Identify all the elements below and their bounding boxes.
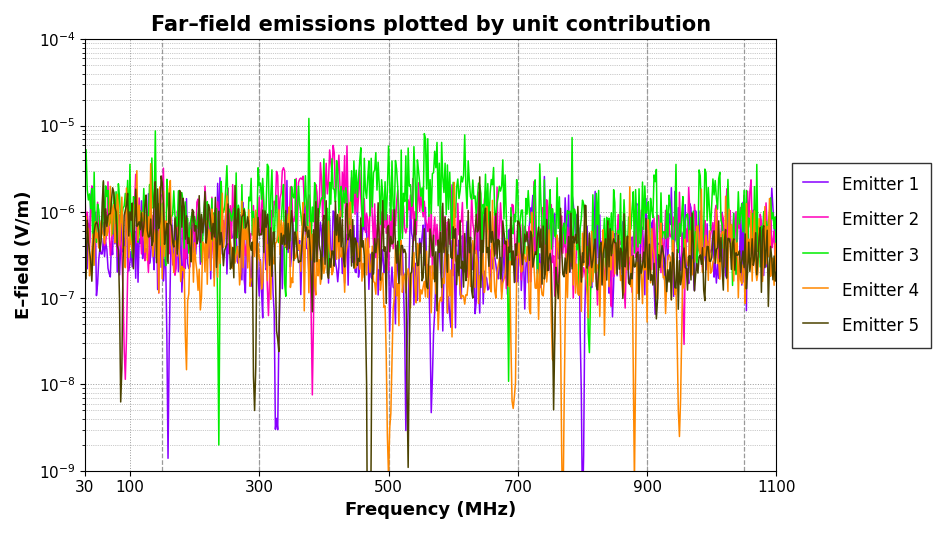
- Emitter 2: [201, 254, 213, 260]
- Emitter 5: [394, 259, 406, 265]
- Emitter 2: [79, 186, 91, 193]
- Emitter 4: [542, 265, 553, 271]
- Emitter 5: [258, 249, 270, 256]
- Emitter 3: [394, 245, 406, 251]
- Emitter 1: [771, 259, 782, 265]
- Emitter 1: [577, 512, 588, 519]
- Emitter 5: [155, 172, 166, 179]
- Line: Emitter 3: Emitter 3: [85, 119, 777, 445]
- Emitter 4: [202, 226, 214, 233]
- Emitter 4: [258, 253, 270, 260]
- Line: Emitter 1: Emitter 1: [85, 177, 777, 515]
- Emitter 1: [542, 231, 553, 237]
- Emitter 3: [543, 205, 554, 211]
- Emitter 4: [145, 161, 156, 167]
- Emitter 3: [489, 212, 500, 218]
- Emitter 5: [202, 201, 214, 208]
- Line: Emitter 4: Emitter 4: [85, 164, 777, 530]
- Emitter 5: [771, 269, 782, 276]
- Emitter 3: [213, 442, 224, 448]
- Emitter 4: [557, 527, 569, 533]
- Emitter 2: [394, 236, 406, 242]
- Emitter 5: [79, 241, 91, 247]
- Emitter 2: [603, 261, 614, 268]
- Emitter 1: [392, 266, 403, 273]
- Y-axis label: E–field (V/m): E–field (V/m): [15, 191, 33, 319]
- Emitter 3: [79, 183, 91, 189]
- Emitter 2: [257, 185, 269, 192]
- Emitter 2: [327, 142, 339, 148]
- Emitter 1: [538, 174, 550, 180]
- Emitter 1: [201, 219, 213, 225]
- Emitter 5: [489, 253, 500, 260]
- Emitter 5: [603, 218, 614, 224]
- Emitter 1: [487, 265, 499, 272]
- Emitter 5: [543, 255, 554, 262]
- Emitter 2: [489, 213, 500, 219]
- Legend: Emitter 1, Emitter 2, Emitter 3, Emitter 4, Emitter 5: Emitter 1, Emitter 2, Emitter 3, Emitter…: [792, 162, 931, 348]
- Emitter 4: [771, 273, 782, 279]
- Emitter 2: [543, 238, 554, 244]
- Emitter 3: [258, 199, 270, 205]
- Emitter 3: [201, 199, 213, 205]
- Title: Far–field emissions plotted by unit contribution: Far–field emissions plotted by unit cont…: [150, 15, 710, 35]
- Line: Emitter 2: Emitter 2: [85, 145, 777, 395]
- Emitter 4: [394, 323, 405, 329]
- Emitter 1: [79, 239, 91, 245]
- Emitter 4: [488, 257, 499, 263]
- Emitter 4: [603, 254, 614, 260]
- Line: Emitter 5: Emitter 5: [85, 176, 777, 534]
- X-axis label: Frequency (MHz): Frequency (MHz): [345, 501, 517, 519]
- Emitter 1: [603, 240, 614, 247]
- Emitter 2: [771, 238, 782, 245]
- Emitter 4: [79, 215, 91, 222]
- Emitter 1: [257, 315, 269, 321]
- Emitter 3: [771, 258, 782, 264]
- Emitter 3: [304, 115, 315, 122]
- Emitter 2: [307, 392, 318, 398]
- Emitter 3: [603, 221, 614, 227]
